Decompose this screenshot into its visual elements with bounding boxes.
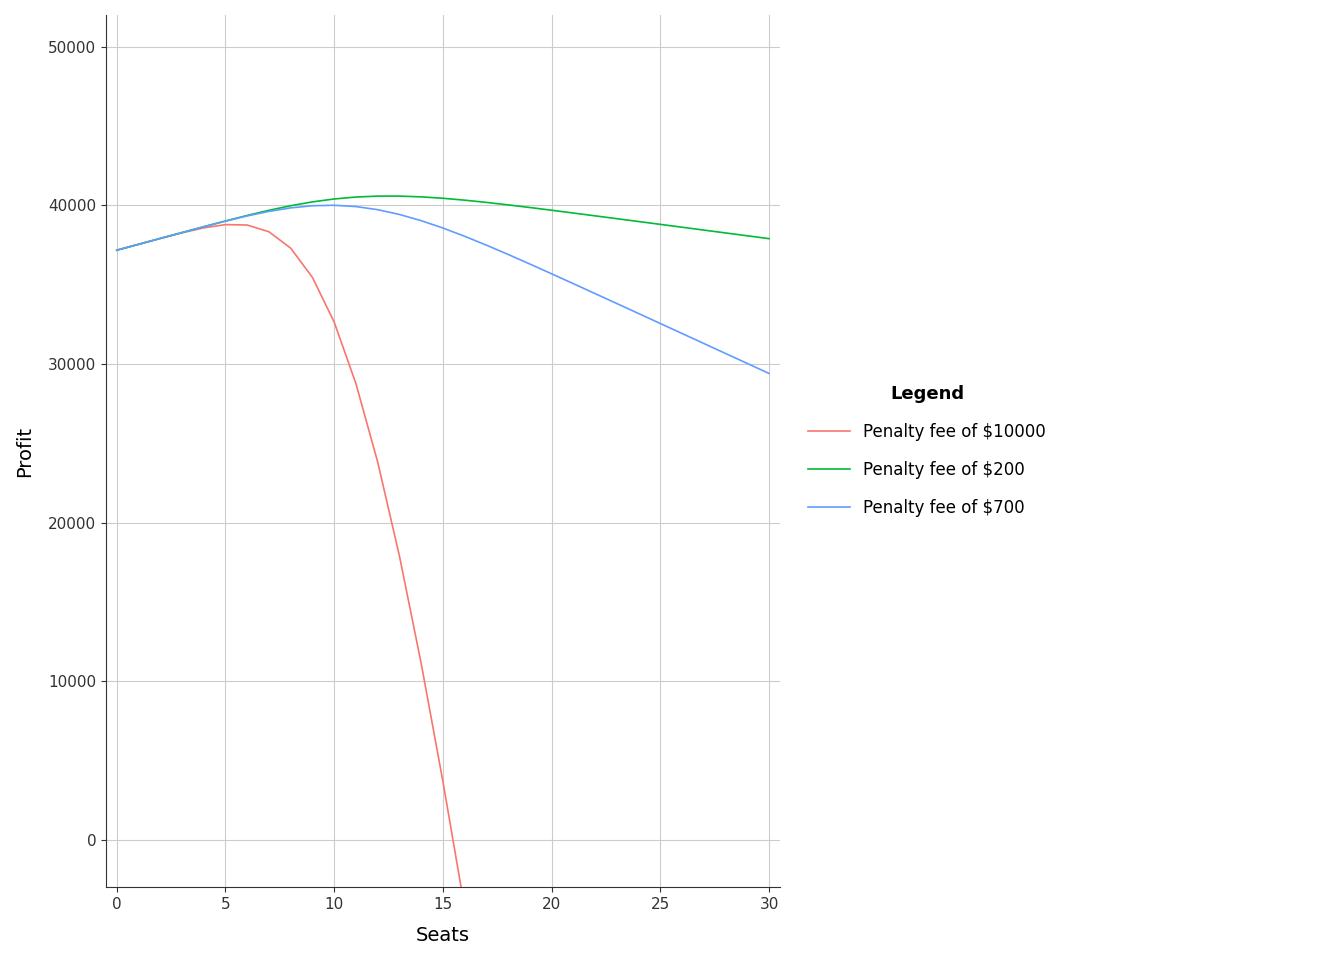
Penalty fee of $10000 [218,219,234,230]
Penalty fee of $10000 [152,232,168,244]
Penalty fee of $700 [109,245,125,256]
Penalty fee of $200 [109,245,125,256]
Legend: Penalty fee of $10000, Penalty fee of $200, Penalty fee of $700: Penalty fee of $10000, Penalty fee of $2… [802,378,1052,524]
Penalty fee of $700 [282,203,298,214]
Penalty fee of $700 [261,205,277,217]
Penalty fee of $700 [173,227,190,238]
Penalty fee of $10000 [196,222,212,233]
Penalty fee of $10000 [413,658,429,669]
Penalty fee of $700 [327,200,343,211]
Penalty fee of $200 [457,195,473,206]
Penalty fee of $200 [675,222,691,233]
Penalty fee of $200 [413,191,429,203]
Penalty fee of $700 [718,348,734,359]
Penalty fee of $700 [587,288,603,300]
Penalty fee of $10000 [173,228,190,239]
Penalty fee of $200 [543,204,559,216]
Penalty fee of $200 [370,190,386,202]
Penalty fee of $700 [609,298,625,309]
Penalty fee of $700 [521,258,538,270]
Penalty fee of $700 [196,221,212,232]
X-axis label: Seats: Seats [415,926,470,945]
Penalty fee of $200 [261,204,277,216]
Penalty fee of $10000 [391,550,407,562]
Penalty fee of $10000 [370,456,386,468]
Penalty fee of $700 [413,215,429,227]
Penalty fee of $10000 [109,245,125,256]
Penalty fee of $700 [239,210,255,222]
Penalty fee of $700 [370,204,386,215]
Penalty fee of $200 [500,199,516,210]
Penalty fee of $10000 [239,219,255,230]
Penalty fee of $10000 [435,776,452,787]
Penalty fee of $700 [457,230,473,242]
Penalty fee of $200 [718,228,734,239]
Penalty fee of $200 [521,202,538,213]
Line: Penalty fee of $10000: Penalty fee of $10000 [117,225,769,960]
Penalty fee of $10000 [130,239,146,251]
Penalty fee of $10000 [457,902,473,914]
Penalty fee of $200 [130,239,146,251]
Penalty fee of $200 [282,200,298,211]
Penalty fee of $10000 [304,272,320,283]
Penalty fee of $10000 [348,378,364,390]
Penalty fee of $10000 [261,226,277,237]
Penalty fee of $200 [435,193,452,204]
Penalty fee of $200 [587,210,603,222]
Penalty fee of $200 [609,213,625,225]
Penalty fee of $200 [239,209,255,221]
Penalty fee of $700 [761,368,777,379]
Penalty fee of $200 [739,230,755,242]
Penalty fee of $200 [304,196,320,207]
Penalty fee of $200 [696,225,712,236]
Penalty fee of $200 [630,216,646,228]
Penalty fee of $200 [652,219,668,230]
Penalty fee of $700 [675,327,691,339]
Penalty fee of $200 [327,193,343,204]
Penalty fee of $700 [566,277,582,289]
Penalty fee of $200 [348,191,364,203]
Penalty fee of $700 [500,249,516,260]
Line: Penalty fee of $700: Penalty fee of $700 [117,205,769,373]
Penalty fee of $200 [218,215,234,227]
Penalty fee of $200 [196,221,212,232]
Penalty fee of $700 [391,208,407,220]
Penalty fee of $700 [218,215,234,227]
Penalty fee of $700 [478,239,495,251]
Penalty fee of $200 [761,233,777,245]
Penalty fee of $10000 [327,317,343,328]
Penalty fee of $700 [152,232,168,244]
Penalty fee of $200 [391,190,407,202]
Penalty fee of $700 [130,239,146,251]
Penalty fee of $700 [304,200,320,211]
Y-axis label: Profit: Profit [15,425,34,477]
Penalty fee of $700 [435,223,452,234]
Penalty fee of $700 [696,338,712,349]
Penalty fee of $200 [478,197,495,208]
Penalty fee of $200 [173,227,190,238]
Line: Penalty fee of $200: Penalty fee of $200 [117,196,769,251]
Penalty fee of $700 [543,268,559,279]
Penalty fee of $700 [652,318,668,329]
Penalty fee of $700 [630,308,646,320]
Penalty fee of $200 [152,232,168,244]
Penalty fee of $200 [566,207,582,219]
Penalty fee of $700 [739,358,755,370]
Penalty fee of $700 [348,201,364,212]
Penalty fee of $10000 [282,243,298,254]
